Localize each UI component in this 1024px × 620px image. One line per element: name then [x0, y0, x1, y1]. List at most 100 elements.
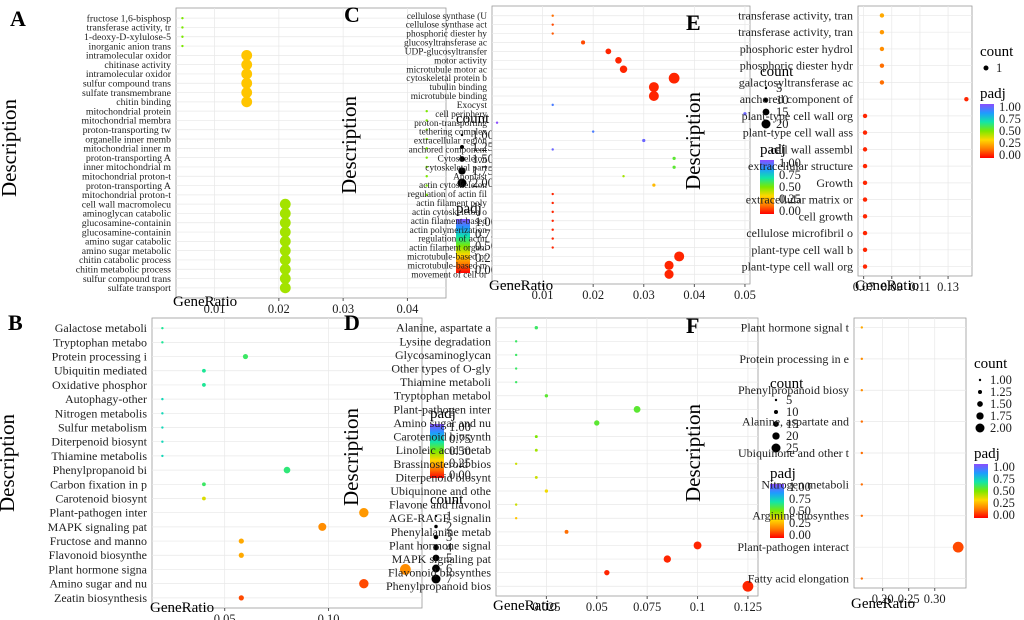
- data-point: [551, 23, 554, 26]
- size-legend-label: 1.00: [990, 373, 1012, 387]
- data-point: [241, 96, 253, 108]
- y-tick-label: Carotenoid biosynt: [55, 491, 147, 505]
- size-legend-dot: [977, 389, 983, 395]
- data-point: [534, 326, 538, 330]
- y-tick-label: sulfate transmembrane: [82, 88, 172, 99]
- data-point: [425, 184, 428, 187]
- size-legend-label: 1: [996, 61, 1002, 75]
- y-tick-label: cytoskeletal part: [425, 163, 487, 173]
- y-tick-label: Brassinosteroid bios: [393, 457, 491, 471]
- size-legend-dot: [977, 401, 983, 407]
- data-point: [161, 440, 164, 443]
- data-point: [495, 121, 499, 124]
- data-point: [279, 217, 291, 229]
- y-tick-label: MAPK signaling pat: [48, 520, 148, 534]
- x-axis-title: GeneRatio: [489, 278, 553, 294]
- data-point: [672, 156, 676, 160]
- y-tick-label: galactosyltransferase ac: [739, 75, 853, 89]
- data-point: [862, 247, 868, 253]
- colorbar-label: 0.50: [999, 124, 1021, 138]
- data-point: [551, 32, 554, 35]
- data-point: [202, 482, 206, 487]
- x-tick-label: 0.05: [214, 612, 236, 620]
- y-tick-label: Cytoskeleton: [438, 154, 488, 164]
- data-point: [648, 90, 659, 101]
- data-point: [241, 77, 253, 89]
- x-axis-title: GeneRatio: [855, 278, 919, 294]
- data-point: [514, 353, 518, 357]
- data-point: [514, 367, 518, 370]
- y-tick-label: Plant hormone signal t: [741, 320, 850, 334]
- data-point: [514, 462, 518, 466]
- size-legend-dot: [978, 378, 982, 382]
- data-point: [514, 340, 518, 343]
- y-tick-label: microtubule binding: [411, 92, 488, 102]
- y-tick-label: Lysine degradation: [399, 334, 491, 348]
- data-point: [241, 87, 253, 98]
- data-point: [862, 180, 868, 186]
- y-tick-label: Plant hormone signal: [389, 538, 492, 552]
- panel-letter: A: [10, 6, 26, 31]
- y-tick-label: cell wall assembl: [770, 142, 853, 156]
- y-tick-label: plant-type cell wall b: [751, 243, 853, 257]
- size-legend-dot: [762, 108, 770, 116]
- data-point: [674, 251, 685, 262]
- gridlines: [492, 6, 750, 284]
- y-tick-label: movement of cell or: [411, 269, 488, 280]
- y-axis-title: Description: [681, 92, 705, 190]
- y-tick-label: organelle inner memb: [85, 134, 171, 145]
- plot-area: [491, 5, 751, 285]
- size-legend-label: 2.00: [472, 176, 494, 190]
- legend-title: count: [430, 492, 464, 508]
- colorbar-label: 0.00: [779, 204, 801, 218]
- data-point: [743, 112, 747, 116]
- y-tick-label: Plant hormone signa: [48, 562, 147, 576]
- y-tick-label: Other types of O-gly: [391, 362, 491, 376]
- y-tick-label: Protein processing i: [52, 349, 148, 363]
- size-legend-dot: [434, 524, 438, 529]
- size-legend-label: 5: [786, 393, 792, 407]
- legend-title: padj: [430, 406, 456, 422]
- size-legend-dot: [771, 443, 781, 453]
- y-tick-label: Glycosaminoglycan: [395, 348, 491, 362]
- x-tick-label: 0.1: [690, 600, 706, 614]
- colorbar: [974, 464, 988, 518]
- y-tick-label: microtubule motor ac: [406, 65, 487, 75]
- size-legend-dot: [975, 423, 985, 433]
- colorbar-label: 0.25: [475, 251, 497, 265]
- colorbar-label: 0.50: [779, 180, 801, 194]
- colorbar-label: 1.00: [475, 215, 497, 229]
- data-point: [860, 577, 864, 580]
- y-axis-title: Description: [337, 96, 361, 194]
- x-tick-label: 0.04: [396, 302, 419, 316]
- y-tick-label: Carbon fixation in p: [50, 477, 147, 491]
- colorbar-label: 0.75: [449, 432, 471, 446]
- x-tick-label: 0.05: [586, 600, 608, 614]
- colorbar-label: 1.00: [779, 156, 801, 170]
- y-tick-label: cell growth: [799, 209, 853, 223]
- panel-letter: B: [8, 310, 23, 335]
- y-tick-label: Autophagy-other: [65, 392, 147, 406]
- data-point: [879, 29, 885, 35]
- y-tick-label: Phenylpropanoid bi: [53, 463, 148, 477]
- y-tick-label: chitin binding: [116, 97, 171, 108]
- y-tick-label: Linoleic acid metab: [396, 443, 491, 457]
- size-legend-dot: [459, 156, 465, 162]
- data-point: [514, 517, 518, 520]
- size-legend-label: 1.25: [990, 385, 1012, 399]
- y-tick-label: phosphoric ester hydrol: [740, 42, 854, 56]
- size-legend-label: 15: [786, 417, 799, 431]
- y-tick-label: Growth: [816, 176, 853, 190]
- colorbar-label: 0.75: [779, 168, 801, 182]
- gridlines: [854, 318, 966, 588]
- legend-title: padj: [770, 466, 796, 482]
- data-point: [241, 59, 253, 71]
- size-legend-dot: [434, 514, 438, 518]
- legend-title: padj: [974, 446, 1000, 462]
- y-tick-label: tubulin binding: [429, 83, 487, 93]
- size-legend-dot: [432, 554, 440, 562]
